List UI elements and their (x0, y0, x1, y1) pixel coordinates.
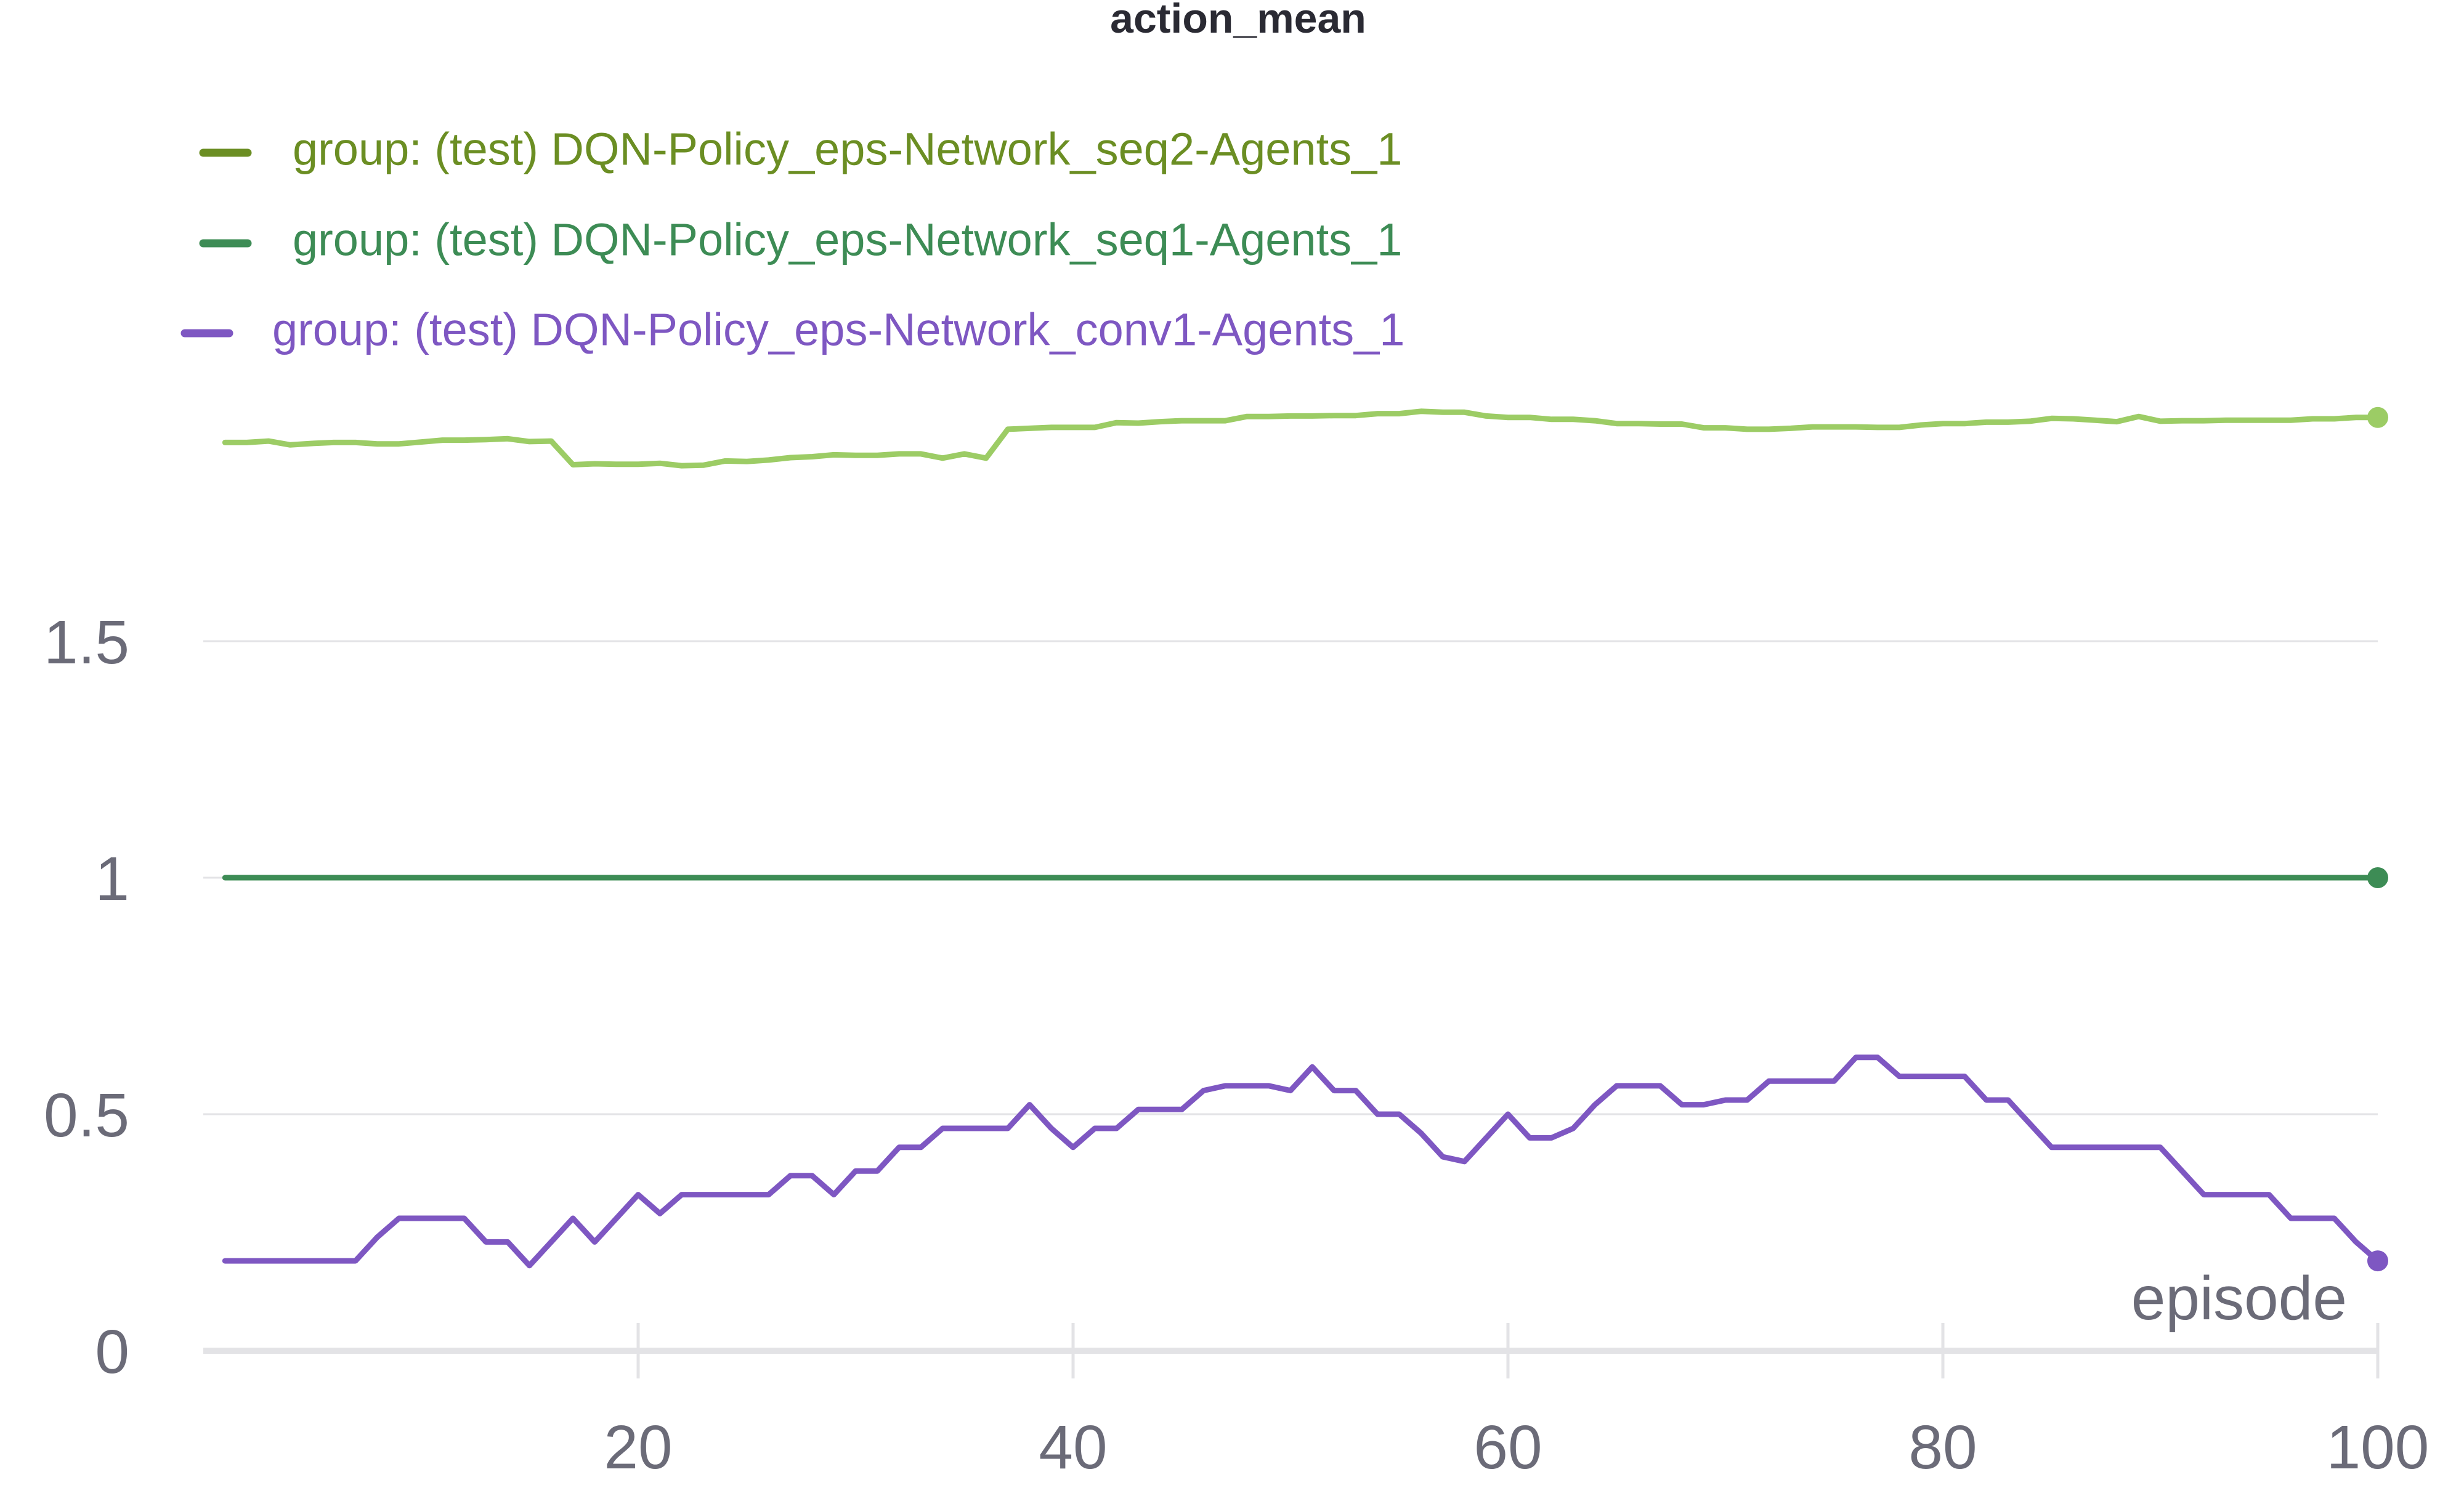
legend-label-1: group: (test) DQN-Policy_eps-Network_seq… (293, 124, 1402, 175)
series-end-point-2 (2367, 867, 2388, 888)
chart-title: action_mean (1110, 0, 1366, 42)
legend-label-3: group: (test) DQN-Policy_eps-Network_con… (272, 304, 1404, 355)
series-layer (222, 407, 2388, 1272)
series-line-3 (222, 1054, 2381, 1269)
axis-layer (203, 1323, 2380, 1378)
x-tick-label: 100 (2327, 1413, 2430, 1482)
legend-label-2: group: (test) DQN-Policy_eps-Network_seq… (293, 214, 1402, 265)
series-end-point-3 (2367, 1250, 2388, 1272)
series-line-1 (222, 408, 2381, 469)
x-axis-label: episode (2131, 1264, 2347, 1333)
y-tick-label: 1 (95, 844, 129, 913)
x-tick-label: 80 (1908, 1413, 1977, 1482)
label-layer: 0 0.5 1 1.5 20 40 60 80 100 group: (test) DQN-Pol… (44, 124, 2429, 1482)
x-tick-label: 60 (1473, 1413, 1542, 1482)
y-tick-label: 1.5 (44, 608, 129, 677)
x-tick-label: 40 (1039, 1413, 1107, 1482)
series-end-point-1 (2367, 407, 2388, 428)
y-tick-label: 0 (95, 1317, 129, 1386)
x-tick-label: 20 (604, 1413, 672, 1482)
y-tick-label: 0.5 (44, 1081, 129, 1150)
